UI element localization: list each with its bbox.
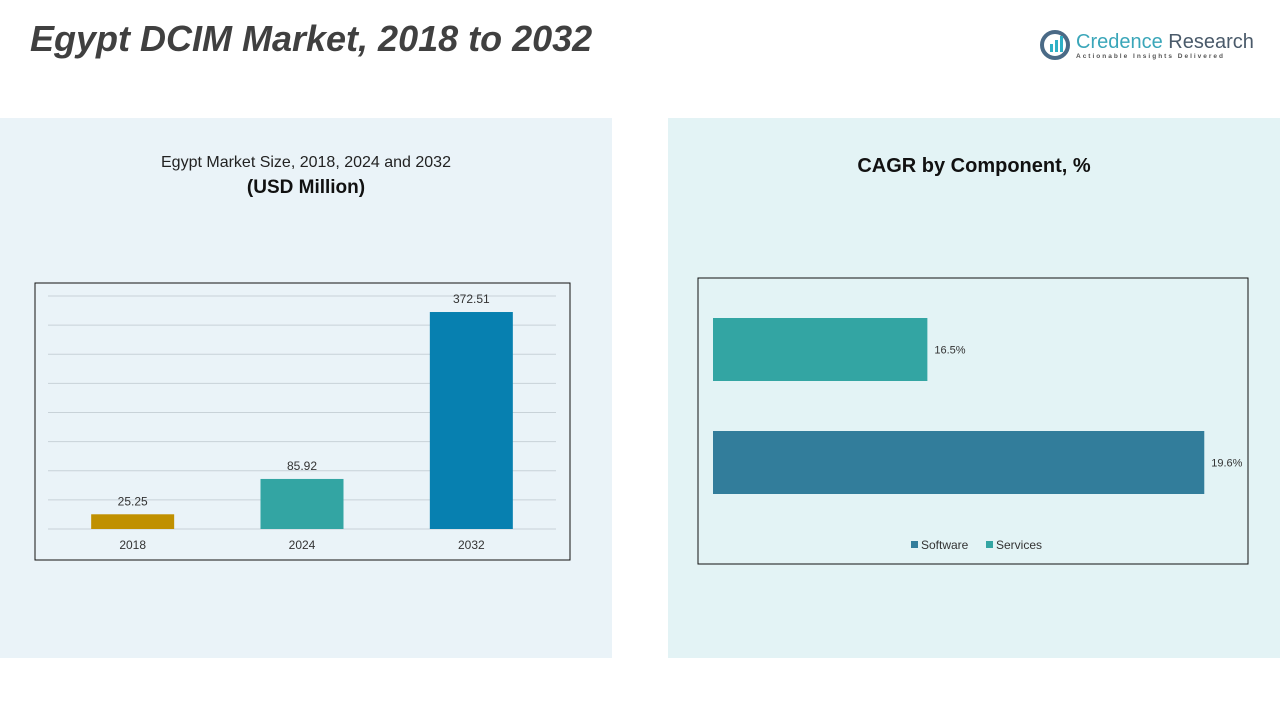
logo-name-2: Research	[1168, 30, 1254, 53]
data-label: 85.92	[287, 459, 317, 473]
data-label: 19.6%	[1211, 458, 1242, 470]
chart1-frame	[34, 282, 571, 561]
legend-swatch-services	[986, 541, 993, 548]
bar-2032	[429, 312, 513, 529]
chart2-title: CAGR by Component, %	[857, 155, 1091, 177]
legend-swatch-software	[911, 541, 918, 548]
page-title: Egypt DCIM Market, 2018 to 2032	[30, 18, 593, 59]
logo-name-1: Credence	[1076, 30, 1163, 53]
data-label: 372.51	[453, 292, 490, 306]
bar-services	[713, 318, 928, 381]
logo: Credence Research Actionable Insights De…	[1040, 30, 1254, 60]
chart1-subtitle: (USD Million)	[246, 177, 366, 198]
chart1-title: Egypt Market Size, 2018, 2024 and 2032	[161, 154, 451, 171]
data-label: 16.5%	[934, 345, 965, 357]
bar-2024	[260, 478, 344, 529]
data-label: 25.25	[118, 494, 148, 508]
legend-label-software: Software	[921, 538, 969, 552]
x-tick-label: 2018	[119, 538, 146, 552]
x-tick-label: 2024	[289, 538, 316, 552]
logo-icon	[1040, 30, 1070, 60]
bar-software	[713, 431, 1205, 494]
cagr-panel	[668, 118, 1280, 658]
chart2-frame	[697, 277, 1249, 565]
legend-label-services: Services	[996, 538, 1042, 552]
bar-2018	[91, 514, 175, 529]
x-tick-label: 2032	[458, 538, 485, 552]
logo-tagline: Actionable Insights Delivered	[1076, 52, 1226, 60]
